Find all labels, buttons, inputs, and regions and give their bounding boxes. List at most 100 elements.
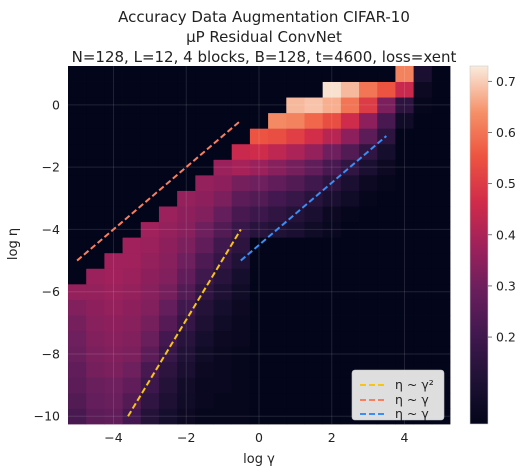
heatmap-cell	[140, 330, 160, 347]
heatmap-cell	[249, 97, 269, 114]
heatmap-cell	[158, 408, 178, 425]
heatmap-cell	[249, 128, 269, 145]
heatmap-cell	[122, 315, 142, 332]
heatmap-cell	[359, 190, 378, 207]
heatmap-cell	[177, 66, 196, 82]
heatmap-cell	[140, 159, 160, 176]
heatmap-cell	[213, 346, 233, 363]
heatmap-cell	[213, 159, 233, 176]
heatmap-cell	[231, 268, 251, 285]
heatmap-cell	[195, 206, 214, 223]
heatmap-cell	[340, 112, 360, 129]
heatmap-cell	[68, 330, 87, 347]
heatmap-cell	[140, 221, 160, 238]
heatmap-cell	[377, 268, 396, 285]
heatmap-cell	[322, 237, 342, 254]
heatmap-cell	[104, 128, 123, 145]
heatmap-cell	[140, 283, 160, 300]
heatmap-cell	[304, 299, 324, 316]
heatmap-cell	[86, 190, 105, 207]
heatmap-cell	[140, 315, 160, 332]
heatmap-cell	[249, 159, 269, 176]
heatmap-cell	[122, 346, 142, 363]
heatmap-cell	[158, 315, 178, 332]
heatmap-cell	[413, 221, 433, 238]
heatmap-cell	[158, 299, 178, 316]
heatmap-cell	[104, 237, 123, 254]
heatmap-cell	[304, 97, 324, 114]
heatmap-cell	[359, 174, 378, 191]
heatmap-cell	[158, 283, 178, 300]
heatmap-cell	[268, 346, 287, 363]
heatmap-cell	[395, 143, 415, 160]
heatmap-cell	[231, 159, 251, 176]
heatmap-cell	[377, 174, 396, 191]
heatmap-cell	[359, 237, 378, 254]
heatmap-cell	[304, 377, 324, 394]
heatmap-cell	[286, 361, 305, 378]
x-tick-label: 2	[328, 430, 336, 445]
legend-label-gamma-squared: η ~ γ²	[395, 377, 434, 392]
heatmap-cell	[177, 268, 196, 285]
heatmap-cell	[249, 268, 269, 285]
heatmap-cell	[304, 221, 324, 238]
heatmap-cell	[340, 81, 360, 98]
heatmap-cell	[340, 66, 360, 82]
heatmap-cell	[158, 252, 178, 269]
heatmap-cell	[140, 252, 160, 269]
heatmap-cell	[359, 299, 378, 316]
y-axis-label: log η	[6, 228, 21, 260]
heatmap-cell	[395, 81, 415, 98]
heatmap-cell	[304, 268, 324, 285]
heatmap-cell	[213, 66, 233, 82]
heatmap-cell	[304, 392, 324, 409]
heatmap-cell	[68, 159, 87, 176]
heatmap-cell	[268, 330, 287, 347]
heatmap-cell	[158, 361, 178, 378]
heatmap-cell	[268, 283, 287, 300]
heatmap-cell	[304, 66, 324, 82]
y-tick-label: −8	[42, 346, 60, 361]
heatmap-cell	[122, 361, 142, 378]
heatmap-cell	[195, 221, 214, 238]
heatmap-cell	[359, 315, 378, 332]
heatmap-cell	[413, 66, 433, 82]
heatmap-cell	[195, 174, 214, 191]
heatmap-cell	[249, 66, 269, 82]
fit-line-2	[240, 135, 387, 262]
heatmap-cell	[177, 330, 196, 347]
heatmap-cell	[231, 283, 251, 300]
heatmap-cell	[158, 237, 178, 254]
y-tick-label: −10	[34, 409, 60, 424]
heatmap-cell	[359, 252, 378, 269]
heatmap-cell	[286, 283, 305, 300]
heatmap-cell	[322, 206, 342, 223]
heatmap-cell	[286, 97, 305, 114]
heatmap-cell	[68, 408, 87, 425]
heatmap-cell	[86, 315, 105, 332]
heatmap-cell	[286, 330, 305, 347]
heatmap-cell	[86, 112, 105, 129]
heatmap-cell	[413, 174, 433, 191]
heatmap-cell	[177, 252, 196, 269]
heatmap-cell	[68, 190, 87, 207]
heatmap-cell	[249, 346, 269, 363]
heatmap-cell	[68, 392, 87, 409]
heatmap-cell	[268, 408, 287, 425]
y-tick-label: −6	[42, 284, 60, 299]
heatmap-cell	[68, 97, 87, 114]
heatmap-cell	[304, 252, 324, 269]
heatmap-cell	[140, 97, 160, 114]
heatmap-cell	[413, 299, 433, 316]
heatmap-cell	[340, 330, 360, 347]
heatmap-cell	[359, 81, 378, 98]
heatmap-cell	[68, 221, 87, 238]
heatmap-cell	[395, 128, 415, 145]
heatmap-cell	[322, 392, 342, 409]
heatmap-cell	[213, 206, 233, 223]
heatmap-cell	[340, 143, 360, 160]
heatmap-cell	[140, 112, 160, 129]
heatmap-cell	[104, 66, 123, 82]
heatmap-cell	[249, 143, 269, 160]
chart-title-line-1: Accuracy Data Augmentation CIFAR-10	[118, 8, 410, 26]
